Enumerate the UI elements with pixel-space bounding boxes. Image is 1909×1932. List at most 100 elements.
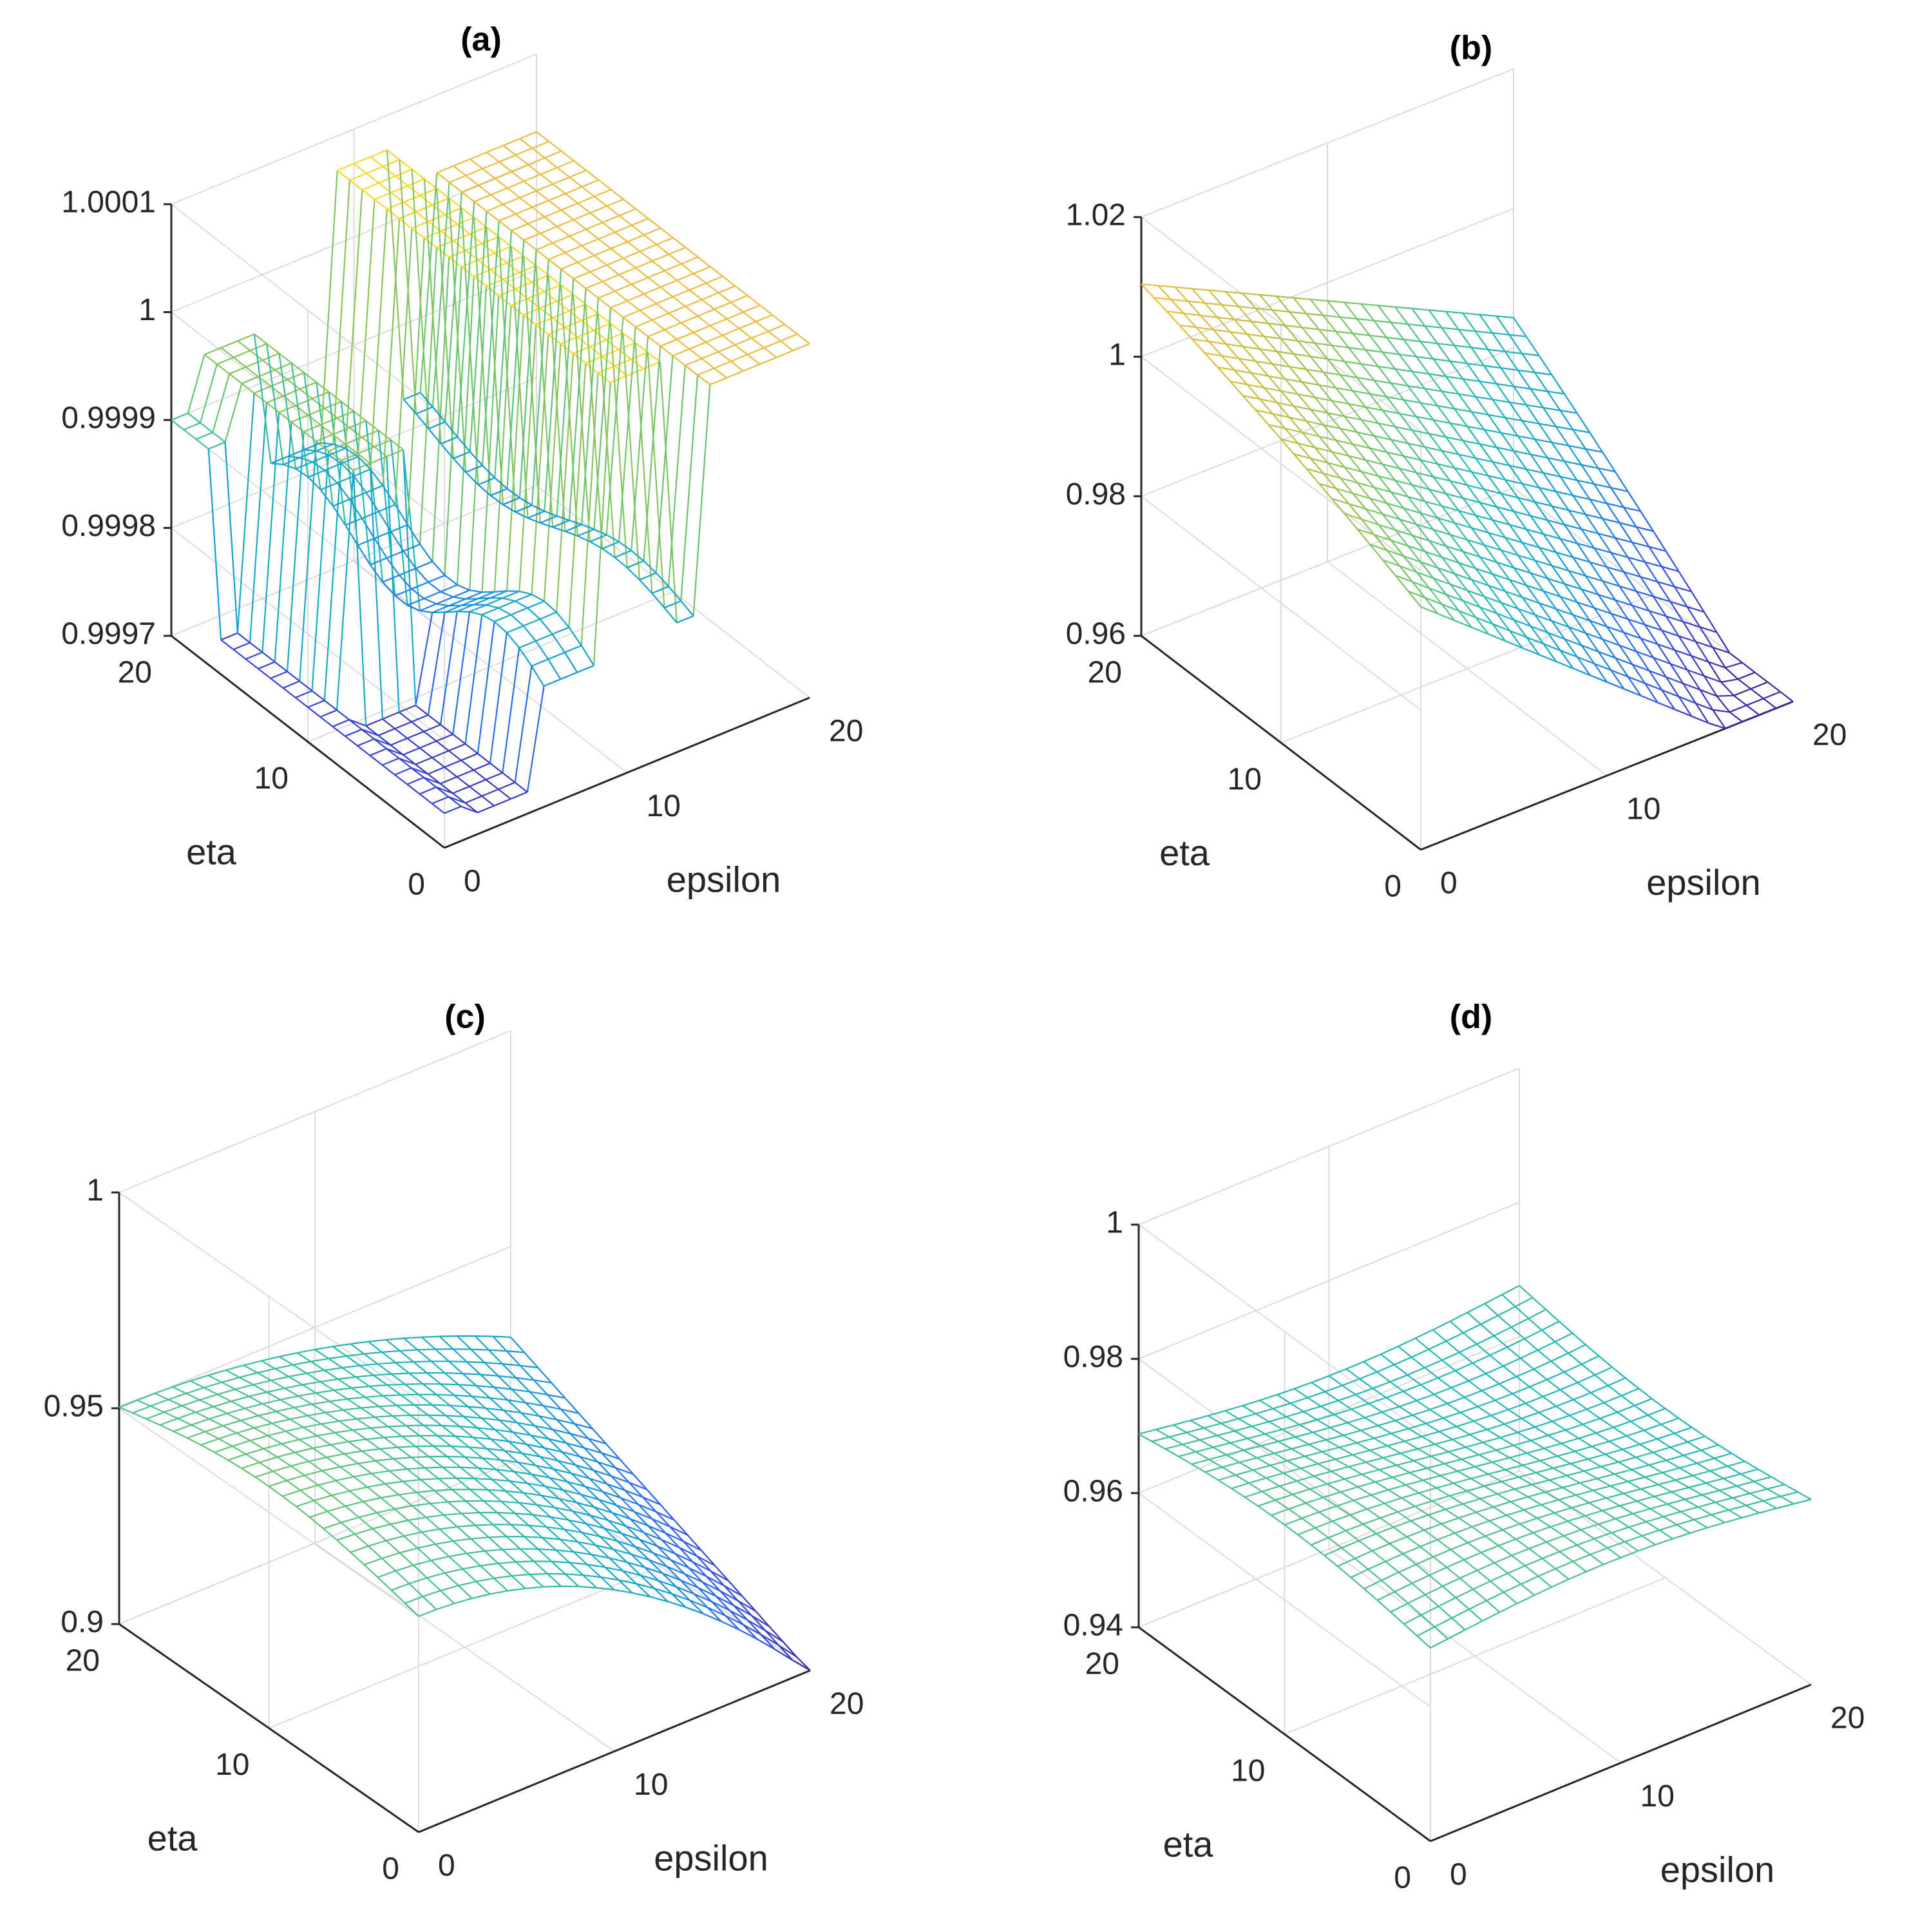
surface-mesh-line	[298, 1395, 312, 1405]
surface-mesh-line	[415, 204, 433, 213]
surface-mesh-line	[1552, 564, 1570, 572]
y-axis	[1138, 1626, 1431, 1842]
surface-mesh-line	[490, 488, 508, 497]
surface-mesh-line	[1687, 1441, 1702, 1451]
surface-mesh-line	[498, 781, 516, 790]
surface-mesh-line	[171, 419, 184, 430]
surface-mesh-line	[1407, 545, 1421, 563]
surface-mesh-line	[527, 1482, 546, 1487]
surface-mesh-line	[1672, 1532, 1691, 1540]
surface-mesh-line	[631, 336, 649, 551]
surface-mesh-line	[245, 651, 263, 660]
surface-mesh-line	[1584, 448, 1599, 469]
surface-mesh-line	[1564, 1371, 1579, 1383]
surface-mesh-line	[427, 773, 441, 785]
surface-mesh-line	[225, 1369, 240, 1379]
surface-mesh-line	[626, 567, 640, 580]
surface-mesh-line	[355, 1376, 370, 1387]
surface-mesh-line	[478, 184, 491, 196]
surface-mesh-line	[1570, 1463, 1584, 1472]
surface-mesh-line	[1450, 422, 1468, 427]
surface-mesh-line	[470, 1538, 486, 1552]
surface-mesh-line	[1378, 423, 1396, 428]
surface-mesh-line	[1568, 570, 1582, 590]
surface-mesh-line	[1425, 1585, 1443, 1596]
surface-mesh-line	[1716, 632, 1731, 654]
surface-mesh-line	[647, 276, 661, 288]
surface-mesh-line	[1420, 341, 1434, 359]
surface-mesh-line	[1547, 632, 1561, 651]
surface-mesh-line	[1737, 678, 1751, 690]
surface-mesh-line	[1712, 647, 1726, 669]
surface-mesh-line	[1429, 488, 1443, 507]
surface-mesh-line	[1381, 1571, 1400, 1582]
surface-mesh-line	[398, 1494, 413, 1507]
surface-mesh-line	[1539, 1405, 1557, 1413]
surface-mesh-line	[1242, 292, 1257, 309]
surface-mesh-line	[1524, 1338, 1539, 1351]
surface-mesh-line	[1264, 1428, 1283, 1435]
surface-mesh-line	[1471, 411, 1488, 416]
surface-mesh-line	[1555, 551, 1570, 571]
surface-mesh-line	[578, 1413, 593, 1430]
surface-mesh-line	[426, 1372, 441, 1385]
surface-mesh-line	[584, 1486, 600, 1500]
surface-mesh-line	[1524, 1565, 1539, 1577]
surface-mesh-line	[1445, 1508, 1459, 1519]
surface-mesh-line	[1407, 590, 1421, 607]
surface-mesh-line	[1437, 343, 1455, 347]
surface-mesh-line	[323, 460, 342, 701]
surface-mesh-line	[726, 370, 744, 379]
surface-mesh-line	[1503, 1365, 1517, 1377]
surface-mesh-line	[1649, 1459, 1667, 1466]
surface-mesh-line	[1259, 294, 1277, 297]
surface-mesh-line	[1558, 1494, 1576, 1501]
surface-mesh-line	[357, 199, 375, 457]
surface-mesh-line	[459, 1426, 474, 1439]
surface-mesh-line	[552, 235, 570, 244]
surface-mesh-line	[296, 1352, 312, 1363]
surface-mesh-line	[457, 1384, 473, 1397]
surface-mesh-line	[486, 227, 504, 505]
surface-mesh-line	[222, 1377, 240, 1383]
surface-mesh-line	[527, 510, 545, 519]
surface-mesh-line	[565, 1442, 581, 1457]
z-tick-label: 1	[86, 1174, 104, 1208]
surface-mesh-line	[1581, 1523, 1599, 1531]
surface-mesh-line	[283, 457, 301, 466]
surface-mesh-line	[1467, 589, 1485, 598]
surface-mesh-line	[199, 364, 218, 423]
surface-mesh-line	[1308, 1439, 1327, 1446]
surface-mesh-line	[1511, 1554, 1526, 1567]
surface-mesh-line	[1476, 1343, 1491, 1356]
surface-mesh-line	[515, 1377, 534, 1381]
surface-mesh-line	[357, 544, 371, 566]
surface-mesh-line	[304, 449, 317, 452]
surface-mesh-line	[1429, 540, 1447, 547]
surface-mesh-line	[1501, 549, 1519, 557]
surface-mesh-line	[1348, 347, 1362, 365]
surface-mesh-line	[1323, 472, 1341, 479]
surface-mesh-line	[1522, 597, 1540, 604]
surface-mesh-line	[500, 1459, 518, 1464]
surface-mesh-line	[738, 328, 752, 339]
surface-mesh-line	[652, 1552, 668, 1567]
surface-mesh-line	[390, 439, 404, 450]
surface-mesh-line	[1501, 432, 1518, 437]
surface-mesh-line	[1337, 1558, 1356, 1567]
surface-mesh-line	[1344, 361, 1362, 365]
surface-mesh-line	[693, 265, 711, 274]
surface-mesh-line	[696, 1555, 712, 1572]
surface-mesh-line	[1458, 562, 1472, 580]
surface-mesh-line	[347, 1398, 362, 1409]
surface-mesh-line	[644, 1567, 663, 1574]
surface-mesh-line	[1510, 1496, 1528, 1503]
surface-mesh-line	[519, 131, 537, 140]
surface-mesh-line	[427, 1414, 442, 1426]
surface-mesh-line	[1374, 379, 1391, 384]
surface-mesh-line	[606, 257, 624, 266]
surface-mesh-line	[137, 1399, 151, 1407]
surface-mesh-line	[1446, 1567, 1461, 1579]
surface-mesh-line	[1731, 1452, 1745, 1462]
surface-mesh-line	[1244, 1491, 1262, 1498]
